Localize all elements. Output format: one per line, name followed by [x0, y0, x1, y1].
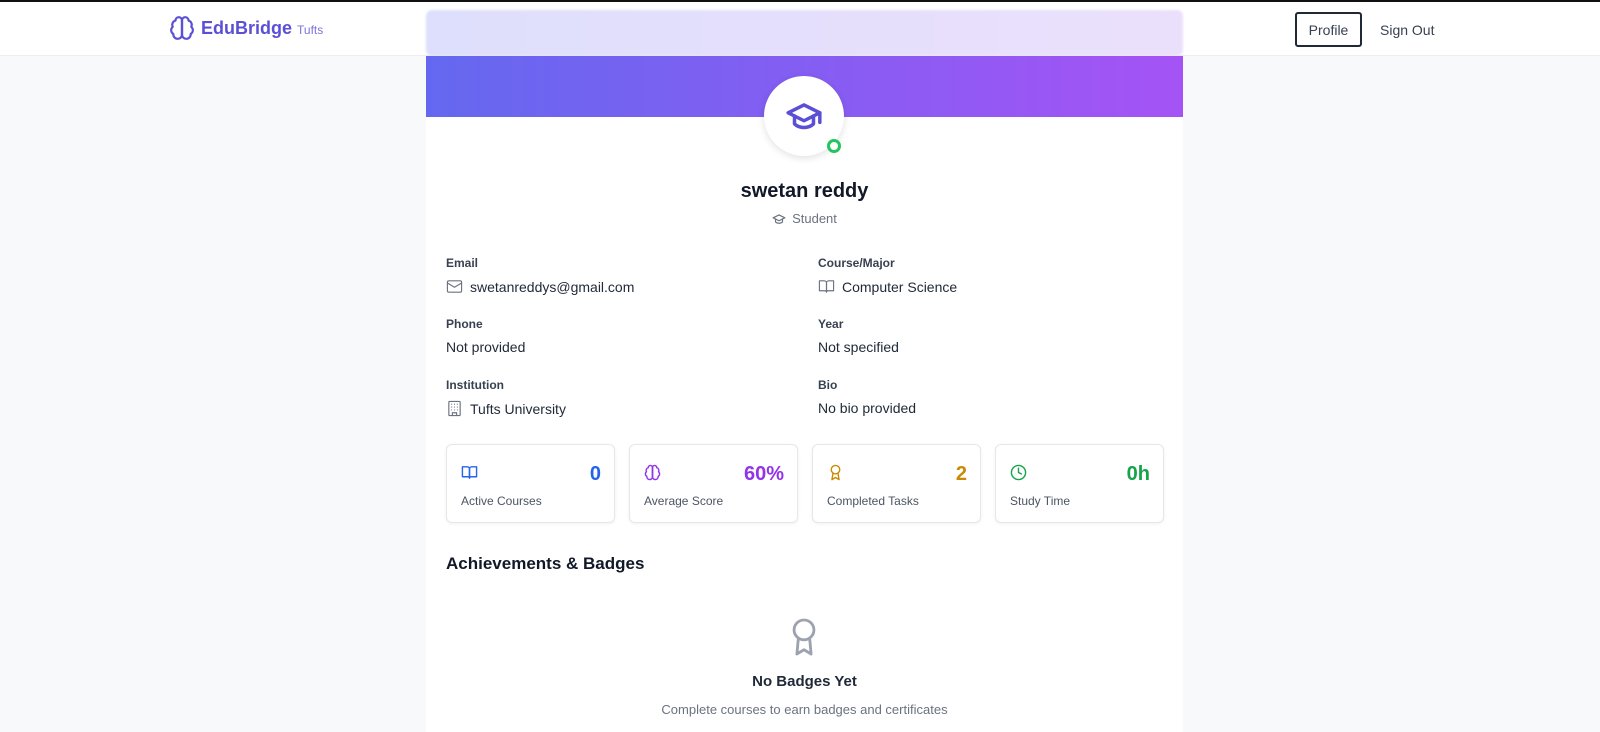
- field-value-row: Tufts University: [446, 400, 566, 417]
- nav-actions: Profile Sign Out: [1295, 12, 1440, 47]
- online-status-dot: [827, 139, 841, 153]
- brain-icon: [169, 15, 195, 41]
- building-icon: [448, 400, 461, 417]
- field-label: Email: [446, 256, 479, 270]
- award-icon: [787, 616, 821, 663]
- field-value-row: No bio provided: [818, 400, 916, 416]
- role-label: Student: [792, 211, 837, 226]
- stat-label: Average Score: [644, 494, 724, 508]
- year-value: Not specified: [818, 339, 899, 355]
- graduation-cap-icon: [772, 213, 786, 224]
- field-bio: Bio No bio provided: [818, 378, 916, 416]
- user-role: Student: [426, 211, 1183, 226]
- book-icon: [818, 280, 835, 293]
- field-value-row: Not specified: [818, 339, 899, 355]
- stat-value: 2: [955, 463, 967, 485]
- field-label: Year: [818, 317, 844, 331]
- bio-value: No bio provided: [818, 400, 917, 416]
- blurred-banner: [426, 10, 1183, 56]
- field-label: Phone: [446, 317, 483, 331]
- award-icon: [827, 464, 844, 486]
- field-course: Course/Major Computer Science: [818, 256, 957, 295]
- course-value: Computer Science: [842, 278, 958, 295]
- empty-badges-title: No Badges Yet: [752, 673, 857, 690]
- stat-card-study-time: 0h Study Time: [995, 444, 1164, 523]
- stat-value: 0: [589, 463, 601, 485]
- email-value: swetanreddys@gmail.com: [470, 278, 635, 295]
- phone-value: Not provided: [446, 339, 526, 355]
- profile-button[interactable]: Profile: [1295, 12, 1362, 47]
- achievements-title: Achievements & Badges: [446, 554, 645, 573]
- field-phone: Phone Not provided: [446, 317, 525, 355]
- stat-card-average-score: 60% Average Score: [629, 444, 798, 523]
- field-label: Institution: [446, 378, 504, 392]
- field-year: Year Not specified: [818, 317, 899, 355]
- profile-card: swetan reddy Student Email swetanreddys@…: [426, 56, 1183, 732]
- graduation-cap-icon: [786, 103, 822, 130]
- stat-card-active-courses: 0 Active Courses: [446, 444, 615, 523]
- field-value-row: swetanreddys@gmail.com: [446, 278, 634, 295]
- stat-label: Completed Tasks: [827, 494, 919, 508]
- clock-icon: [1010, 464, 1027, 486]
- brand-logo[interactable]: EduBridge Tufts: [169, 15, 323, 41]
- institution-value: Tufts University: [470, 400, 566, 417]
- field-label: Course/Major: [818, 256, 895, 270]
- field-email: Email swetanreddys@gmail.com: [446, 256, 634, 295]
- field-value-row: Not provided: [446, 339, 525, 355]
- stat-label: Study Time: [1010, 494, 1071, 508]
- brand-name: EduBridge: [201, 17, 293, 38]
- field-institution: Institution Tufts University: [446, 378, 566, 417]
- brand-subtitle: Tufts: [297, 22, 324, 37]
- book-open-icon: [461, 464, 478, 486]
- stat-value: 0h: [1126, 463, 1150, 485]
- stat-label: Active Courses: [461, 494, 542, 508]
- empty-badges-subtitle: Complete courses to earn badges and cert…: [661, 702, 948, 717]
- stat-card-completed-tasks: 2 Completed Tasks: [812, 444, 981, 523]
- field-label: Bio: [818, 378, 838, 392]
- mail-icon: [446, 280, 463, 293]
- stat-value: 60%: [743, 463, 784, 485]
- field-value-row: Computer Science: [818, 278, 957, 295]
- sign-out-button[interactable]: Sign Out: [1374, 16, 1440, 44]
- user-name: swetan reddy: [740, 180, 869, 202]
- top-border: [0, 0, 1600, 2]
- brain-icon: [644, 464, 661, 486]
